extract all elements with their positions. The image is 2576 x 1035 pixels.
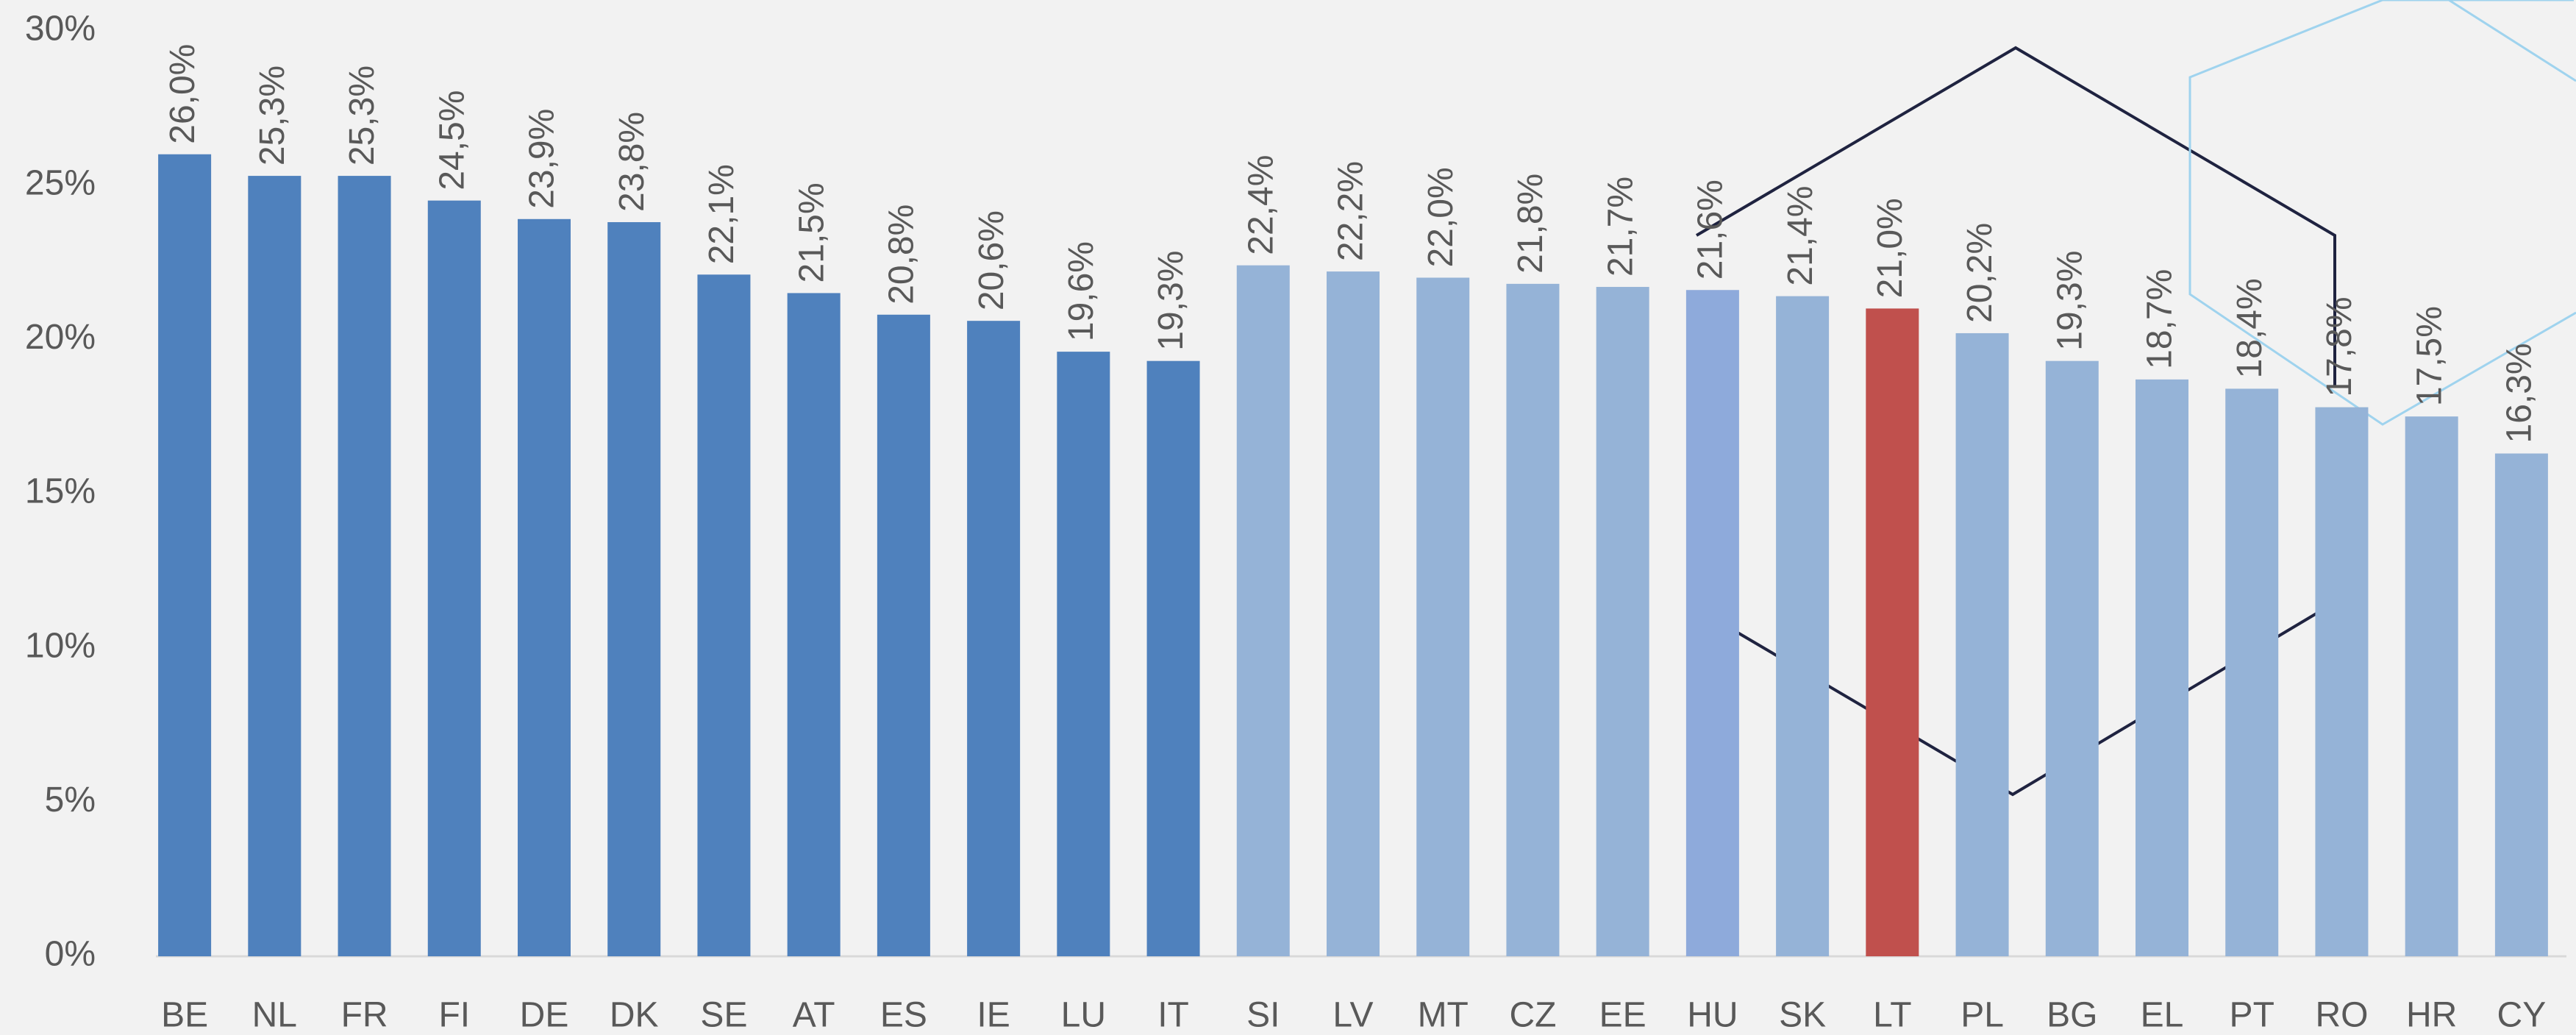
value-label: 21,5% bbox=[792, 182, 831, 282]
bar bbox=[518, 218, 571, 956]
value-label: 22,0% bbox=[1421, 167, 1460, 267]
x-tick-label: ES bbox=[880, 996, 927, 1035]
value-label: 19,3% bbox=[1152, 251, 1191, 351]
value-label: 24,5% bbox=[432, 90, 471, 191]
value-label: 19,3% bbox=[2050, 251, 2089, 351]
bar bbox=[1057, 352, 1110, 956]
value-label: 20,6% bbox=[972, 210, 1011, 310]
bar bbox=[1776, 296, 1830, 956]
value-label: 20,2% bbox=[1960, 223, 1999, 323]
x-tick-label: BE bbox=[161, 996, 208, 1035]
value-label: 16,3% bbox=[2500, 343, 2539, 443]
bar bbox=[2136, 379, 2188, 956]
bar bbox=[967, 321, 1021, 956]
bar bbox=[1327, 271, 1380, 957]
x-tick-label: SK bbox=[1779, 996, 1826, 1035]
y-tick-label: 10% bbox=[25, 626, 96, 665]
x-tick-label: SI bbox=[1246, 996, 1280, 1035]
decor-hexagon bbox=[2448, 0, 2576, 82]
x-tick-label: DE bbox=[520, 996, 569, 1035]
value-label: 18,7% bbox=[2141, 269, 2180, 369]
x-tick-label: DK bbox=[610, 996, 659, 1035]
value-label: 19,6% bbox=[1062, 241, 1101, 341]
bar bbox=[2494, 453, 2548, 956]
x-tick-label: AT bbox=[793, 996, 835, 1035]
value-label: 21,6% bbox=[1691, 179, 1730, 280]
x-tick-label: NL bbox=[252, 996, 297, 1035]
value-label: 18,4% bbox=[2230, 278, 2269, 378]
value-label: 21,0% bbox=[1871, 198, 1910, 298]
x-tick-label: FI bbox=[438, 996, 470, 1035]
x-tick-label: BG bbox=[2047, 996, 2097, 1035]
y-tick-label: 5% bbox=[45, 780, 96, 819]
x-tick-label: MT bbox=[1418, 996, 1469, 1035]
bar bbox=[2315, 407, 2369, 956]
x-tick-label: LV bbox=[1332, 996, 1373, 1035]
value-label: 26,0% bbox=[163, 44, 202, 144]
bar bbox=[158, 154, 212, 956]
bar bbox=[1416, 277, 1470, 956]
x-tick-label: PT bbox=[2230, 996, 2274, 1035]
value-label: 23,9% bbox=[523, 109, 562, 209]
x-tick-label: FR bbox=[341, 996, 388, 1035]
bar bbox=[2045, 360, 2099, 957]
x-tick-label: EL bbox=[2141, 996, 2184, 1035]
value-label: 25,3% bbox=[253, 65, 292, 166]
decor-hexagon bbox=[1695, 46, 2336, 386]
bar bbox=[1596, 287, 1649, 957]
value-label: 22,4% bbox=[1241, 155, 1280, 255]
y-tick-label: 20% bbox=[25, 318, 96, 357]
value-label: 20,8% bbox=[882, 204, 921, 305]
x-tick-label: EE bbox=[1599, 996, 1646, 1035]
value-label: 25,3% bbox=[343, 65, 382, 166]
bar bbox=[1955, 332, 2009, 956]
value-label: 22,2% bbox=[1332, 161, 1371, 261]
x-tick-label: LU bbox=[1061, 996, 1106, 1035]
value-label: 21,7% bbox=[1601, 177, 1640, 277]
value-label: 21,8% bbox=[1511, 174, 1550, 274]
bar bbox=[1866, 308, 1919, 956]
bar bbox=[787, 293, 841, 956]
bar bbox=[1506, 283, 1560, 956]
x-tick-label: CY bbox=[2497, 996, 2547, 1035]
x-tick-label: SE bbox=[700, 996, 747, 1035]
x-tick-label: LT bbox=[1873, 996, 1911, 1035]
y-tick-label: 30% bbox=[25, 10, 96, 49]
bar bbox=[248, 176, 302, 956]
y-tick-label: 15% bbox=[25, 472, 96, 511]
value-label: 21,4% bbox=[1781, 186, 1820, 286]
bar bbox=[607, 221, 661, 956]
decor-hexagon bbox=[2188, 0, 2576, 426]
bar bbox=[1146, 360, 1200, 957]
bar bbox=[2225, 388, 2279, 956]
bar bbox=[1685, 290, 1739, 956]
value-label: 23,8% bbox=[613, 112, 652, 212]
x-tick-label: IT bbox=[1157, 996, 1189, 1035]
bar bbox=[877, 314, 930, 957]
bar bbox=[427, 200, 481, 957]
x-tick-label: RO bbox=[2315, 996, 2368, 1035]
value-label: 22,1% bbox=[702, 164, 741, 264]
y-tick-label: 0% bbox=[45, 935, 96, 974]
value-label: 17,8% bbox=[2320, 296, 2359, 396]
value-label: 17,5% bbox=[2410, 306, 2449, 406]
bar bbox=[1236, 265, 1290, 956]
x-tick-label: HR bbox=[2406, 996, 2457, 1035]
bar bbox=[2405, 416, 2458, 956]
x-tick-label: CZ bbox=[1509, 996, 1556, 1035]
x-tick-label: IE bbox=[977, 996, 1010, 1035]
x-tick-label: PL bbox=[1960, 996, 2004, 1035]
bar bbox=[338, 176, 391, 956]
x-tick-label: HU bbox=[1687, 996, 1738, 1035]
y-tick-label: 25% bbox=[25, 163, 96, 202]
bar bbox=[697, 274, 751, 957]
